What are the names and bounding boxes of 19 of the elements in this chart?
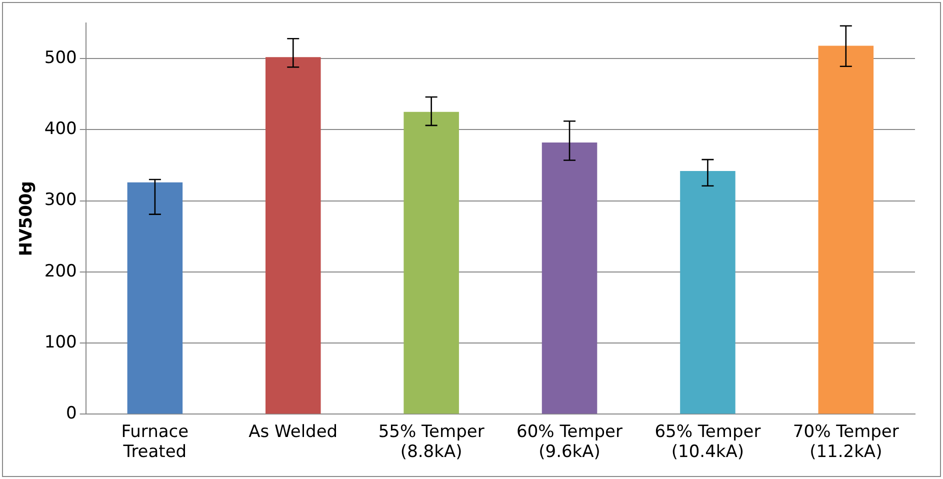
bar xyxy=(542,142,598,414)
y-tick-label: 0 xyxy=(66,404,77,424)
y-tick-label: 300 xyxy=(44,190,77,210)
bar xyxy=(680,170,736,414)
bar xyxy=(127,182,183,414)
bar xyxy=(818,46,874,414)
x-tick-label: 70% Temper (11.2kA) xyxy=(792,422,899,462)
y-tick-label: 200 xyxy=(44,261,77,282)
x-tick-label: 55% Temper (8.8kA) xyxy=(378,422,484,462)
y-axis-title: HV500g xyxy=(16,181,37,256)
x-tick-label: 60% Temper (9.6kA) xyxy=(516,422,622,462)
y-tick-label: 100 xyxy=(44,332,77,352)
x-tick-label: Furnace Treated xyxy=(121,422,189,462)
bar xyxy=(404,112,459,414)
y-tick-label: 400 xyxy=(44,119,77,140)
x-tick-label: 65% Temper (10.4kA) xyxy=(654,422,761,462)
y-tick-label: 500 xyxy=(44,48,77,68)
x-tick-label: As Welded xyxy=(248,422,338,442)
bar xyxy=(266,57,321,414)
